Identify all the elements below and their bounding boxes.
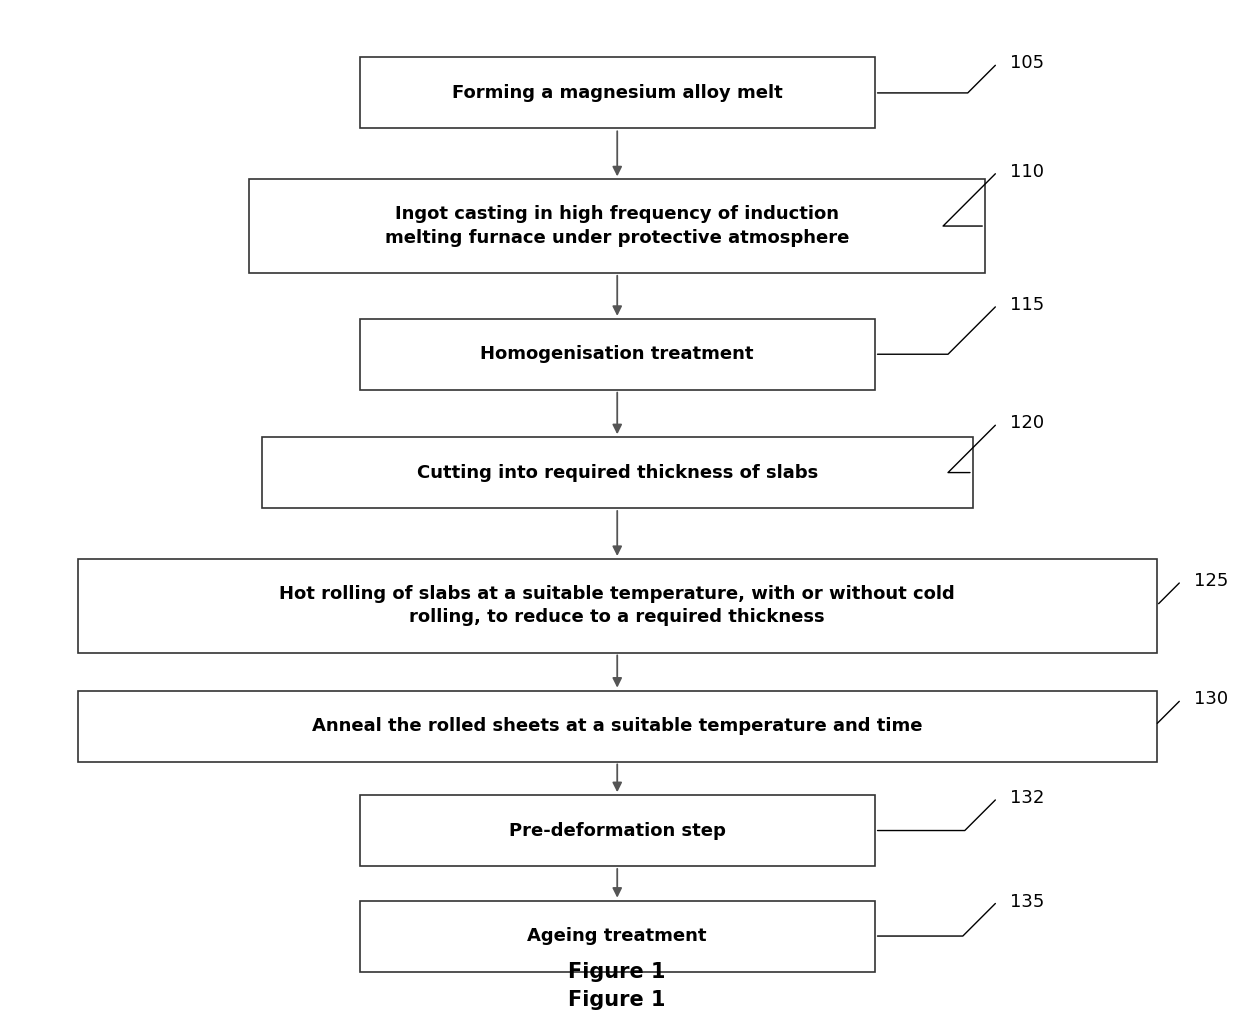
FancyBboxPatch shape — [78, 691, 1157, 762]
Text: Homogenisation treatment: Homogenisation treatment — [480, 345, 754, 364]
FancyBboxPatch shape — [262, 437, 973, 508]
FancyBboxPatch shape — [360, 58, 874, 128]
Text: 110: 110 — [1009, 163, 1044, 181]
Text: Figure 1: Figure 1 — [568, 990, 666, 1010]
FancyBboxPatch shape — [249, 179, 985, 273]
Text: Hot rolling of slabs at a suitable temperature, with or without cold
rolling, to: Hot rolling of slabs at a suitable tempe… — [279, 585, 955, 626]
Text: Figure 1: Figure 1 — [568, 963, 666, 983]
Text: Forming a magnesium alloy melt: Forming a magnesium alloy melt — [451, 84, 782, 102]
Text: 125: 125 — [1194, 572, 1228, 590]
Text: Ingot casting in high frequency of induction
melting furnace under protective at: Ingot casting in high frequency of induc… — [386, 205, 849, 246]
FancyBboxPatch shape — [360, 795, 874, 866]
Text: 132: 132 — [1009, 789, 1044, 807]
Text: 120: 120 — [1009, 414, 1044, 432]
Text: Ageing treatment: Ageing treatment — [527, 927, 707, 945]
Text: 115: 115 — [1009, 296, 1044, 314]
FancyBboxPatch shape — [78, 559, 1157, 652]
Text: Anneal the rolled sheets at a suitable temperature and time: Anneal the rolled sheets at a suitable t… — [312, 717, 923, 735]
Text: 105: 105 — [1009, 55, 1044, 73]
Text: 135: 135 — [1009, 893, 1044, 911]
FancyBboxPatch shape — [360, 901, 874, 972]
Text: 130: 130 — [1194, 691, 1228, 708]
Text: Cutting into required thickness of slabs: Cutting into required thickness of slabs — [417, 464, 818, 482]
Text: Pre-deformation step: Pre-deformation step — [508, 821, 725, 839]
FancyBboxPatch shape — [360, 319, 874, 390]
